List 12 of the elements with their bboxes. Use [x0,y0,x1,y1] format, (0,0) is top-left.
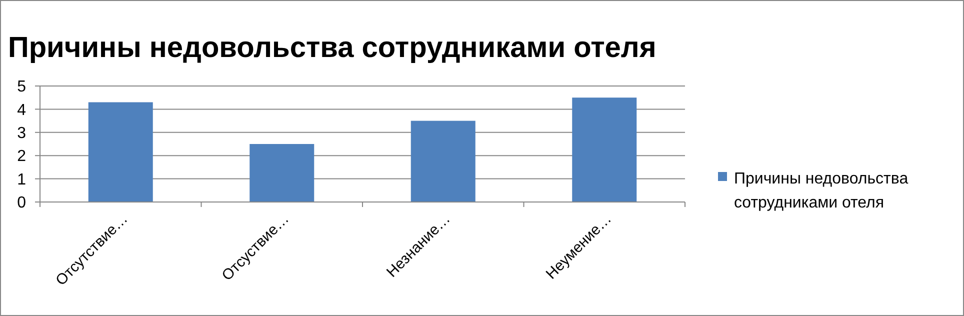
bar [88,102,153,202]
y-tick-label: 2 [17,148,26,166]
bar [572,98,637,202]
bar [410,120,476,202]
y-tick-label: 1 [17,171,26,188]
y-tick-label: 3 [17,125,26,142]
y-tick-label: 0 [17,194,26,212]
y-tick-label: 5 [17,78,26,96]
y-tick-label: 4 [17,102,26,119]
chart-title: Причины недовольства сотрудниками отеля [8,32,656,64]
bar [250,144,314,202]
legend-label: Причины недовольства сотрудниками отеля [734,170,908,212]
